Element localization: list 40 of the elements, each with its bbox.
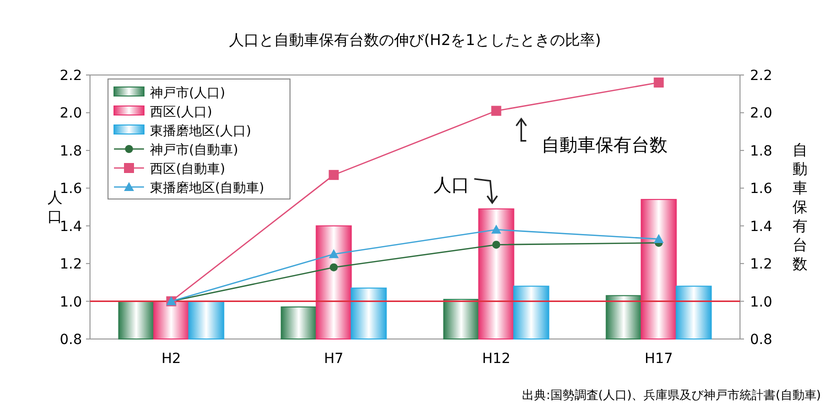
y2-tick-label: 1.0 — [750, 294, 772, 310]
chart-title: 人口と自動車保有台数の伸び(H2を1としたときの比率) — [228, 31, 602, 49]
source-note: 出典:国勢調査(人口)、兵庫県及び神戸市統計書(自動車) — [522, 388, 821, 402]
y2-tick-label: 1.2 — [750, 256, 772, 273]
y-tick-label: 1.6 — [60, 181, 82, 198]
annotation: 自動車保有台数 — [541, 134, 668, 156]
x-tick-label: H2 — [162, 351, 181, 367]
legend-label: 西区(人口) — [150, 105, 212, 120]
y-tick-label: 1.2 — [60, 256, 82, 273]
point — [654, 78, 664, 88]
point — [328, 170, 339, 180]
legend-label: 東播磨地区(自動車) — [150, 181, 264, 196]
x-tick-label: H12 — [482, 351, 510, 367]
point — [491, 106, 502, 116]
y2-tick-label: 2.0 — [750, 106, 772, 122]
annotation: 人口 — [433, 174, 470, 196]
y-tick-label: 2.0 — [60, 106, 82, 122]
y-tick-label: 1.8 — [60, 143, 82, 160]
point — [491, 224, 502, 234]
legend-label: 神戸市(人口) — [150, 86, 226, 101]
y2-axis-title: 自動車保有台数 — [792, 141, 808, 273]
y2-tick-label: 1.8 — [750, 143, 772, 160]
y-tick-label: 0.8 — [60, 332, 82, 348]
y2-tick-label: 0.8 — [750, 332, 772, 348]
legend-label: 西区(自動車) — [150, 162, 226, 177]
y-axis-title: 人口 — [48, 188, 62, 226]
y-tick-label: 2.2 — [60, 68, 82, 84]
x-tick-label: H17 — [644, 351, 673, 367]
y-tick-label: 1.4 — [60, 218, 82, 235]
y2-tick-label: 1.6 — [750, 181, 772, 198]
point — [328, 249, 339, 258]
point — [654, 234, 664, 244]
legend-label: 神戸市(自動車) — [150, 143, 238, 158]
point — [492, 240, 500, 249]
point — [330, 263, 338, 272]
y-tick-label: 1.0 — [60, 294, 82, 310]
legend-label: 東播磨地区(人口) — [150, 124, 252, 139]
x-tick-label: H7 — [324, 351, 344, 367]
y2-tick-label: 2.2 — [750, 68, 772, 84]
y2-tick-label: 1.4 — [750, 218, 772, 235]
